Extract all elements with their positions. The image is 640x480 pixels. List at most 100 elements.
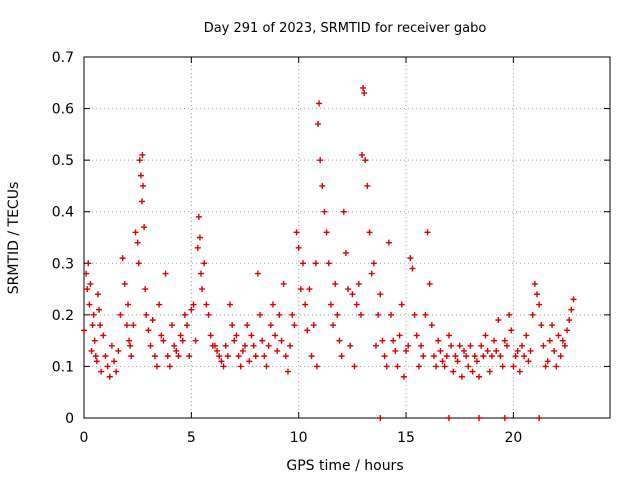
data-point: [295, 244, 302, 251]
data-point: [349, 291, 356, 298]
data-point: [491, 337, 498, 344]
data-point: [287, 342, 294, 349]
data-point: [366, 229, 373, 236]
data-point: [282, 353, 289, 360]
data-point: [173, 347, 180, 354]
data-point: [233, 332, 240, 339]
data-point: [84, 286, 91, 293]
data-point: [216, 353, 223, 360]
data-point: [561, 342, 568, 349]
data-point: [222, 342, 229, 349]
data-point: [319, 182, 326, 189]
data-point: [291, 322, 298, 329]
data-point: [546, 337, 553, 344]
data-point: [476, 415, 483, 421]
data-point: [361, 90, 368, 97]
data-point: [250, 342, 257, 349]
data-point: [553, 363, 560, 370]
data-point: [130, 322, 137, 329]
data-point: [302, 301, 309, 308]
data-point: [194, 244, 201, 251]
data-point: [242, 342, 249, 349]
data-point: [441, 363, 448, 370]
data-point: [499, 363, 506, 370]
data-point: [284, 368, 291, 375]
data-point: [280, 280, 287, 287]
data-point: [299, 260, 306, 267]
data-point: [203, 301, 210, 308]
data-point: [503, 342, 510, 349]
y-tick-label: 0.1: [52, 359, 74, 375]
data-point: [226, 301, 233, 308]
data-point: [81, 327, 87, 334]
data-point: [83, 270, 90, 277]
data-point: [330, 322, 337, 329]
data-point: [274, 347, 281, 354]
data-point: [181, 311, 188, 318]
data-point: [359, 151, 366, 158]
data-point: [91, 337, 98, 344]
data-point: [338, 353, 345, 360]
data-point: [381, 353, 388, 360]
data-point: [321, 208, 328, 215]
data-point: [195, 213, 202, 220]
data-point: [188, 306, 195, 313]
data-point: [510, 363, 517, 370]
data-point: [111, 358, 118, 365]
data-point: [113, 368, 120, 375]
data-point: [570, 296, 577, 303]
data-point: [538, 322, 545, 329]
data-point: [92, 353, 99, 360]
data-point: [261, 353, 268, 360]
y-tick-label: 0: [65, 411, 74, 427]
data-point: [435, 337, 442, 344]
data-point: [527, 347, 534, 354]
data-point: [119, 255, 126, 262]
data-point: [467, 342, 474, 349]
data-point: [85, 260, 92, 267]
data-point: [420, 353, 427, 360]
data-point: [473, 358, 480, 365]
data-point: [293, 229, 300, 236]
data-point: [128, 353, 135, 360]
data-point: [392, 347, 399, 354]
data-point: [415, 363, 422, 370]
data-point: [89, 322, 96, 329]
x-tick-label: 0: [80, 430, 89, 446]
data-point: [190, 301, 197, 308]
data-point: [514, 347, 521, 354]
data-point: [121, 280, 128, 287]
data-point: [235, 353, 242, 360]
data-point: [568, 306, 575, 313]
data-point: [169, 322, 176, 329]
data-point: [529, 311, 536, 318]
data-point: [542, 363, 549, 370]
x-tick-label: 15: [397, 430, 415, 446]
data-point: [316, 100, 323, 107]
data-point: [289, 311, 296, 318]
data-point: [396, 332, 403, 339]
data-point: [400, 373, 407, 380]
data-point: [334, 311, 341, 318]
data-point: [142, 286, 149, 293]
x-axis-label: GPS time / hours: [286, 458, 403, 474]
data-point: [332, 280, 339, 287]
data-point: [327, 301, 334, 308]
data-point: [508, 327, 515, 334]
data-point: [140, 182, 147, 189]
data-point: [437, 347, 444, 354]
data-point: [196, 234, 203, 241]
data-point: [426, 280, 433, 287]
data-point: [342, 249, 349, 256]
data-point: [86, 301, 93, 308]
data-point: [143, 311, 150, 318]
data-point: [137, 172, 144, 179]
data-point: [493, 347, 500, 354]
data-point: [106, 373, 113, 380]
data-point: [480, 353, 487, 360]
data-point: [445, 415, 452, 421]
data-point: [445, 332, 452, 339]
data-point: [497, 353, 504, 360]
data-point: [465, 363, 472, 370]
data-point: [411, 311, 418, 318]
